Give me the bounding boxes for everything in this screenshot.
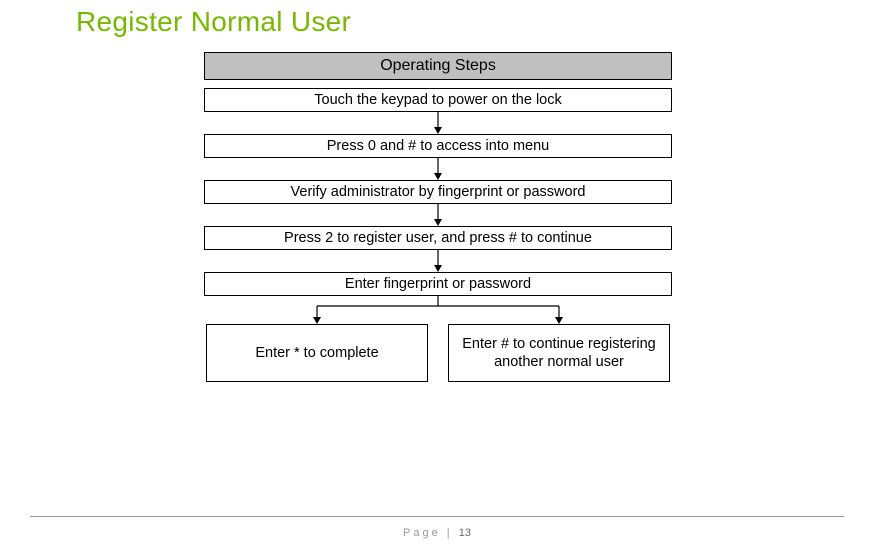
arrow-down-icon (204, 112, 672, 134)
footer-divider (30, 516, 844, 517)
page-footer: Page | 13 (0, 527, 874, 539)
branch-left: Enter * to complete (206, 324, 428, 382)
branch-row: Enter * to complete Enter # to continue … (204, 324, 672, 382)
page-title: Register Normal User (76, 6, 874, 38)
arrow-down-icon (204, 250, 672, 272)
flowchart: Operating Steps Touch the keypad to powe… (204, 52, 672, 382)
footer-sep: | (441, 527, 459, 539)
arrow-down-icon (204, 204, 672, 226)
flowchart-header: Operating Steps (204, 52, 672, 80)
footer-page-number: 13 (459, 527, 471, 539)
step-4: Press 2 to register user, and press # to… (204, 226, 672, 250)
step-1: Touch the keypad to power on the lock (204, 88, 672, 112)
step-3: Verify administrator by fingerprint or p… (204, 180, 672, 204)
branch-split-icon (204, 296, 672, 324)
arrow-down-icon (204, 158, 672, 180)
step-5: Enter fingerprint or password (204, 272, 672, 296)
footer-label: Page (403, 527, 441, 539)
step-2: Press 0 and # to access into menu (204, 134, 672, 158)
branch-right: Enter # to continue registering another … (448, 324, 670, 382)
